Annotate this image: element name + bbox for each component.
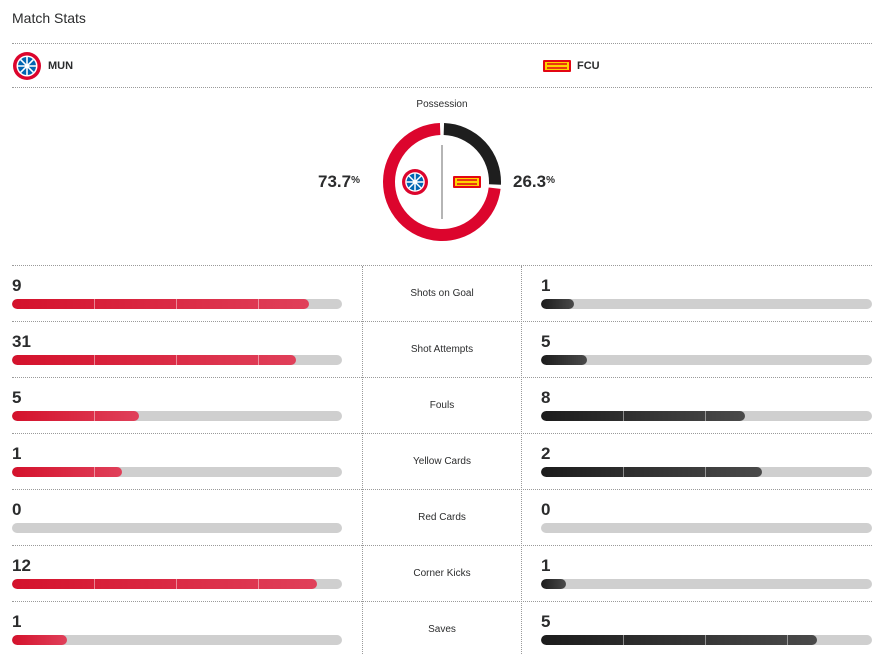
bar-segment — [623, 411, 624, 421]
stat-row: 1 Saves 5 — [0, 602, 883, 654]
away-stat-bar — [541, 355, 872, 365]
away-stat-value: 8 — [541, 388, 551, 407]
bar-segment — [94, 355, 95, 365]
stat-row: 9 Shots on Goal 1 — [0, 266, 883, 322]
away-stat-bar-fill — [541, 467, 762, 477]
union-berlin-crest-icon — [543, 60, 571, 72]
home-stat-bar — [12, 579, 342, 589]
stat-row: 12 Corner Kicks 1 — [0, 546, 883, 602]
home-stat-bar-fill — [12, 355, 297, 365]
home-stat-value: 31 — [12, 332, 31, 351]
divider — [12, 601, 872, 602]
away-possession: 26.3% — [513, 172, 555, 191]
bar-segment — [94, 411, 95, 421]
away-team-abbr: FCU — [577, 60, 600, 72]
home-stat-value: 0 — [12, 500, 22, 519]
column-divider — [521, 266, 522, 654]
home-stat-bar — [12, 635, 342, 645]
stat-row: 0 Red Cards 0 — [0, 490, 883, 546]
divider — [12, 43, 872, 44]
stat-name: Shots on Goal — [410, 288, 474, 299]
away-stat-value: 5 — [541, 332, 551, 351]
home-team[interactable]: MUN — [12, 51, 73, 81]
stat-name: Yellow Cards — [413, 456, 471, 467]
bar-segment — [705, 411, 706, 421]
bar-segment — [258, 355, 259, 365]
bar-segment — [623, 635, 624, 645]
divider — [12, 377, 872, 378]
home-stat-bar — [12, 411, 342, 421]
divider — [12, 265, 872, 266]
away-stat-value: 5 — [541, 612, 551, 631]
bar-segment — [94, 299, 95, 309]
home-stat-bar — [12, 467, 342, 477]
bar-segment — [94, 467, 95, 477]
bar-segment — [176, 355, 177, 365]
bar-segment — [705, 467, 706, 477]
stat-row: 1 Yellow Cards 2 — [0, 434, 883, 490]
home-stat-bar-fill — [12, 579, 317, 589]
home-stat-bar-fill — [12, 299, 309, 309]
home-possession: 73.7% — [318, 172, 360, 191]
away-possession-arc — [443, 123, 501, 185]
home-stat-bar-fill — [12, 635, 67, 645]
stat-name: Corner Kicks — [413, 568, 471, 579]
away-stat-bar-fill — [541, 579, 567, 589]
stat-name: Saves — [428, 624, 456, 635]
bar-segment — [787, 635, 788, 645]
away-stat-value: 0 — [541, 500, 551, 519]
stat-name: Red Cards — [418, 512, 466, 523]
home-stat-bar-fill — [12, 467, 122, 477]
home-team-abbr: MUN — [48, 60, 74, 72]
away-stat-bar — [541, 579, 872, 589]
divider — [12, 321, 872, 322]
bar-segment — [258, 579, 259, 589]
bar-segment — [176, 579, 177, 589]
away-team[interactable]: FCU — [543, 51, 600, 81]
divider — [12, 545, 872, 546]
away-stat-bar-fill — [541, 411, 745, 421]
bayern-crest-icon — [402, 169, 428, 195]
bayern-crest-icon — [13, 52, 41, 80]
away-stat-bar-fill — [541, 299, 575, 309]
away-stat-bar — [541, 411, 872, 421]
bar-segment — [705, 635, 706, 645]
divider — [12, 433, 872, 434]
home-stat-value: 1 — [12, 612, 22, 631]
stat-name: Fouls — [429, 400, 455, 411]
away-stat-bar — [541, 635, 872, 645]
away-stat-value: 1 — [541, 556, 551, 575]
bar-segment — [176, 299, 177, 309]
away-stat-value: 1 — [541, 276, 551, 295]
away-stat-bar — [541, 523, 872, 533]
page-title: Match Stats — [12, 10, 86, 26]
home-stat-bar — [12, 355, 342, 365]
union-berlin-crest-icon — [453, 176, 481, 188]
away-stat-bar-fill — [541, 635, 817, 645]
stat-row: 31 Shot Attempts 5 — [0, 322, 883, 378]
home-stat-bar-fill — [12, 411, 139, 421]
stat-name: Shot Attempts — [410, 344, 474, 355]
home-stat-value: 5 — [12, 388, 22, 407]
away-stat-value: 2 — [541, 444, 551, 463]
column-divider — [362, 266, 363, 654]
home-stat-bar — [12, 299, 342, 309]
bar-segment — [258, 299, 259, 309]
stat-row: 5 Fouls 8 — [0, 378, 883, 434]
away-stat-bar-fill — [541, 355, 587, 365]
away-stat-bar — [541, 467, 872, 477]
possession-label: Possession — [416, 99, 468, 110]
divider — [12, 87, 872, 88]
home-stat-value: 1 — [12, 444, 22, 463]
divider — [12, 489, 872, 490]
home-possession-arc — [383, 123, 501, 241]
bar-segment — [94, 579, 95, 589]
bar-segment — [623, 467, 624, 477]
home-stat-bar — [12, 523, 342, 533]
home-stat-value: 9 — [12, 276, 22, 295]
away-stat-bar — [541, 299, 872, 309]
home-stat-value: 12 — [12, 556, 31, 575]
possession-donut — [383, 123, 501, 241]
